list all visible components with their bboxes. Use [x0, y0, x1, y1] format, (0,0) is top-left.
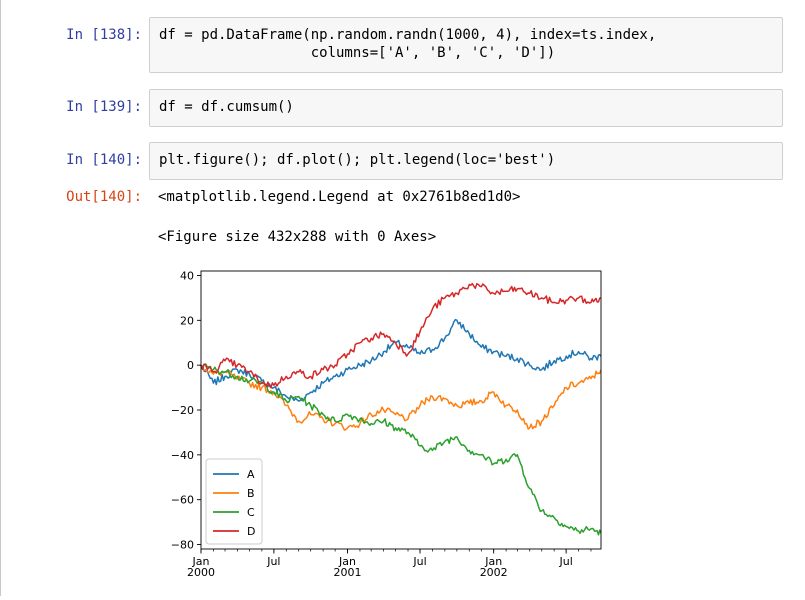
x-tick-label: 2002 [480, 566, 508, 579]
plot-figure: 40 20 0 −20 −40 −60 −80 Jan 2000 Jul Jan 2001 Jul Jan… [158, 262, 618, 596]
y-tick-label: −80 [171, 539, 194, 552]
series-line-B [200, 364, 602, 431]
y-tick-label: 20 [180, 314, 194, 327]
x-tick-label: Jul [412, 555, 426, 568]
x-tick-label: Jul [559, 555, 573, 568]
code-text[interactable]: plt.figure(); df.plot(); plt.legend(loc=… [159, 152, 556, 168]
code-input-area[interactable]: plt.figure(); df.plot(); plt.legend(loc=… [149, 142, 783, 180]
figure-size-text: <Figure size 432x288 with 0 Axes> [158, 229, 437, 245]
input-prompt: In [138]: [66, 27, 142, 43]
output-prompt: Out[140]: [66, 189, 142, 205]
x-tick-label: 2000 [187, 566, 215, 579]
input-prompt: In [139]: [66, 99, 142, 115]
y-tick-label: −60 [171, 494, 194, 507]
output-repr: <matplotlib.legend.Legend at 0x2761b8ed1… [158, 189, 521, 205]
x-tick-label: Jan [192, 555, 210, 568]
legend-box [205, 458, 263, 545]
code-text[interactable]: df = df.cumsum() [159, 99, 294, 115]
legend-label-C: C [247, 506, 255, 519]
code-text[interactable]: df = pd.DataFrame(np.random.randn(1000, … [159, 27, 657, 61]
y-tick-label: −20 [171, 404, 194, 417]
x-tick-label: Jul [266, 555, 280, 568]
legend-label-D: D [247, 525, 255, 538]
code-input-area[interactable]: df = df.cumsum() [149, 89, 783, 127]
series-line-D [200, 282, 602, 389]
x-tick-label: Jan [338, 555, 356, 568]
y-tick-label: 0 [187, 359, 194, 372]
y-tick-label: 40 [180, 269, 194, 282]
code-input-area[interactable]: df = pd.DataFrame(np.random.randn(1000, … [149, 17, 783, 73]
notebook-left-border [0, 0, 1, 596]
legend-label-B: B [247, 487, 255, 500]
y-tick-label: −40 [171, 449, 194, 462]
x-tick-label: 2001 [334, 566, 362, 579]
input-prompt: In [140]: [66, 152, 142, 168]
series-line-C [200, 363, 602, 536]
legend-label-A: A [247, 468, 255, 481]
x-tick-label: Jan [484, 555, 502, 568]
